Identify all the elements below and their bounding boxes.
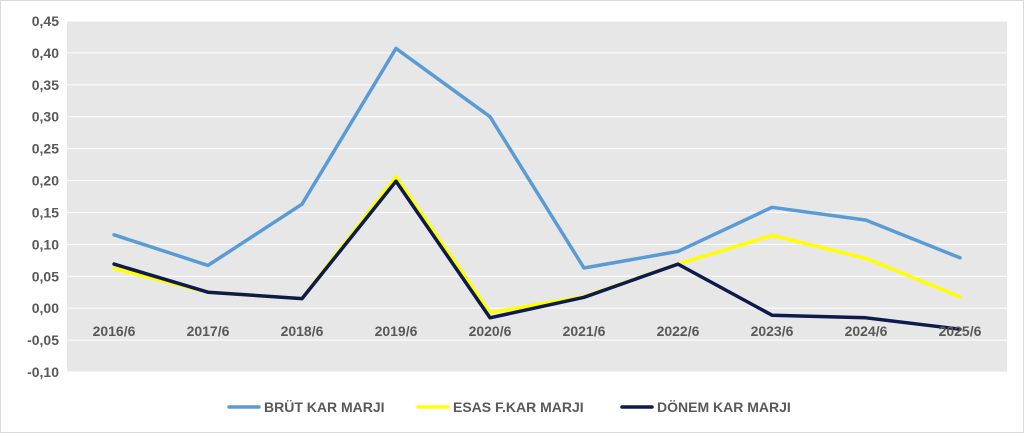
legend-label-3: DÖNEM KAR MARJI [657, 399, 791, 415]
y-tick-label: 0,15 [32, 204, 59, 220]
series-line-3 [112, 179, 962, 331]
x-tick-label: 2024/6 [845, 323, 888, 339]
x-tick-label: 2022/6 [657, 323, 700, 339]
legend-label-1: BRÜT KAR MARJI [264, 399, 385, 415]
x-axis: 2016/6 2017/6 2018/6 2019/6 2020/6 2021/6 2022… [93, 323, 982, 339]
x-tick-label: 2016/6 [93, 323, 136, 339]
y-tick-label: 0,35 [32, 77, 59, 93]
x-tick-label: 2021/6 [563, 323, 606, 339]
legend-label-2: ESAS F.KAR MARJI [453, 399, 584, 415]
x-tick-label: 2025/6 [939, 323, 982, 339]
x-tick-label: 2020/6 [469, 323, 512, 339]
y-tick-label: 0,25 [32, 141, 59, 157]
x-tick-label: 2017/6 [187, 323, 230, 339]
series-line-1 [112, 46, 962, 270]
legend: BRÜT KAR MARJI ESAS F.KAR MARJI DÖNEM KAR … [227, 399, 791, 415]
x-tick-label: 2023/6 [751, 323, 794, 339]
y-tick-label: 0,00 [32, 300, 59, 316]
y-tick-label: 0,05 [32, 268, 59, 284]
y-tick-label: 0,30 [32, 109, 59, 125]
x-tick-label: 2018/6 [281, 323, 324, 339]
plot-area-background [67, 21, 1007, 372]
y-axis: 0,45 0,40 0,35 0,30 0,25 0,20 0,15 0,10 0,05 0,00… [27, 13, 59, 380]
y-tick-label: 0,40 [32, 45, 59, 61]
y-tick-label: -0,10 [27, 364, 59, 380]
series-lines [112, 46, 962, 331]
y-tick-label: -0,05 [27, 332, 59, 348]
y-tick-label: 0,45 [32, 13, 59, 29]
y-tick-label: 0,20 [32, 173, 59, 189]
y-tick-label: 0,10 [32, 236, 59, 252]
x-tick-label: 2019/6 [375, 323, 418, 339]
